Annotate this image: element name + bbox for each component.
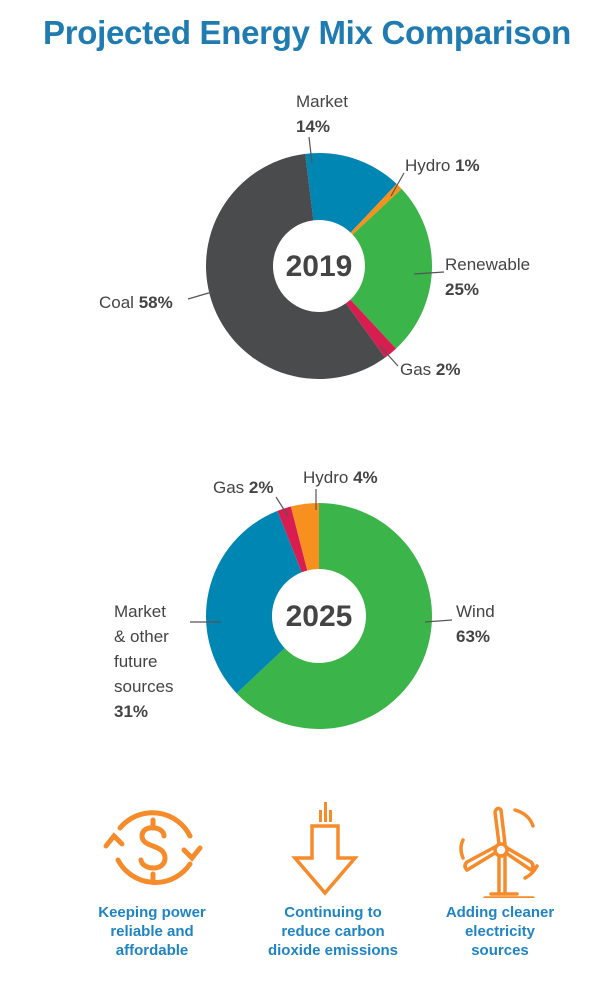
slice-hydro-2025 [290,503,319,571]
dollar-cycle-icon [103,810,203,885]
slice-market-2025 [206,510,302,694]
leader-lines [187,136,453,623]
slice-gas-2025 [277,506,308,573]
donut-2019 [206,153,433,379]
donut-2025 [206,503,433,730]
center-label-2019: 2019 [285,250,353,283]
goal-caption-cleaner: Adding cleaner electricity sources [445,904,555,959]
leader-gas-2025 [275,496,289,517]
slice-wind-2025 [236,503,433,730]
goal-caption-reliable: Keeping power reliable and affordable [98,904,206,959]
label-gas-2019: Gas 2% [400,360,461,379]
slice-gas-2019 [345,299,397,358]
leader-wind-2025 [424,619,453,623]
leader-coal-2019 [187,291,213,300]
label-hydro-2025: Hydro 4% [303,468,378,487]
label-hydro-2019: Hydro 1% [405,156,480,175]
wind-turbine-icon [459,806,539,898]
leader-market-2019 [308,136,313,164]
label-market-2019: Market 14% [296,92,348,136]
label-coal-2019: Coal 58% [99,293,173,312]
slice-coal-2019 [206,153,386,379]
label-wind-2025: Wind 63% [456,602,495,646]
label-gas-2025: Gas 2% [213,478,274,497]
leader-renewable-2019 [413,271,445,275]
page-title: Projected Energy Mix Comparison [43,14,571,51]
leader-hydro-2019 [390,172,405,197]
goal-caption-emissions: Continuing to reduce carbon dioxide emissi… [267,904,399,959]
label-market-2025: Market & other future sources 31% [114,602,174,721]
slice-hydro-2019 [350,183,402,235]
center-label-2025: 2025 [285,600,353,633]
slice-renewable-2019 [350,188,433,349]
slice-market-2019 [305,153,397,233]
leader-gas-2019 [379,345,399,367]
label-renewable-2019: Renewable 25% [445,255,531,299]
down-arrow-emissions-icon [291,802,359,896]
